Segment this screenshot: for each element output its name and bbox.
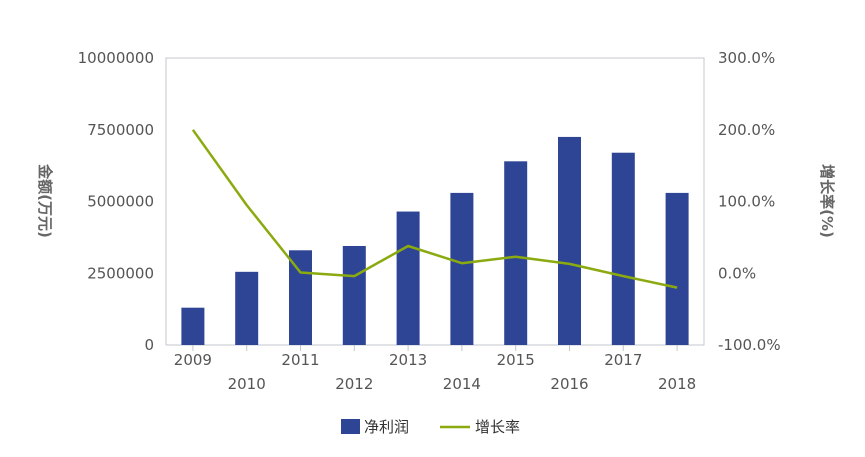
bar-2013[interactable]	[397, 212, 420, 345]
bar-2015[interactable]	[504, 161, 527, 345]
y-tick-label: 0	[144, 336, 154, 354]
x-tick-label: 2015	[497, 351, 535, 369]
x-tick-label: 2014	[443, 375, 481, 393]
x-tick-label: 2017	[604, 351, 642, 369]
bar-2016[interactable]	[558, 137, 581, 345]
bars-layer	[181, 137, 688, 345]
bar-2014[interactable]	[450, 193, 473, 345]
bar-2010[interactable]	[235, 272, 258, 345]
y-tick-label: 10000000	[78, 49, 154, 67]
x-tick-label: 2013	[389, 351, 427, 369]
x-tick-label: 2016	[550, 375, 588, 393]
y-axis-title: 金额(万元)	[36, 163, 54, 238]
x-tick-label: 2012	[335, 375, 373, 393]
y2-tick-label: 200.0%	[718, 121, 775, 139]
y-tick-label: 5000000	[87, 193, 154, 211]
bar-2011[interactable]	[289, 250, 312, 345]
legend-swatch-net-profit[interactable]	[341, 419, 360, 434]
x-tick-label: 2018	[658, 375, 696, 393]
y2-axis-title: 增长率(%)	[818, 164, 836, 238]
legend-label-net-profit[interactable]: 净利润	[364, 418, 409, 436]
growth-rate-line[interactable]	[193, 130, 677, 288]
y-tick-label: 7500000	[87, 121, 154, 139]
y2-tick-label: 100.0%	[718, 193, 775, 211]
legend[interactable]: 净利润 增长率	[341, 418, 520, 436]
line-layer	[193, 130, 677, 288]
y2-tick-label: -100.0%	[718, 336, 781, 354]
y-tick-label: 2500000	[87, 264, 154, 282]
legend-label-growth-rate[interactable]: 增长率	[475, 418, 520, 436]
y2-tick-label: 0.0%	[718, 264, 756, 282]
y2-tick-label: 300.0%	[718, 49, 775, 67]
x-tick-label: 2009	[174, 351, 212, 369]
bar-2009[interactable]	[181, 308, 204, 345]
bar-2017[interactable]	[612, 153, 635, 345]
x-tick-label: 2011	[281, 351, 319, 369]
x-tick-label: 2010	[228, 375, 266, 393]
bar-2018[interactable]	[666, 193, 689, 345]
bar-2012[interactable]	[343, 246, 366, 345]
